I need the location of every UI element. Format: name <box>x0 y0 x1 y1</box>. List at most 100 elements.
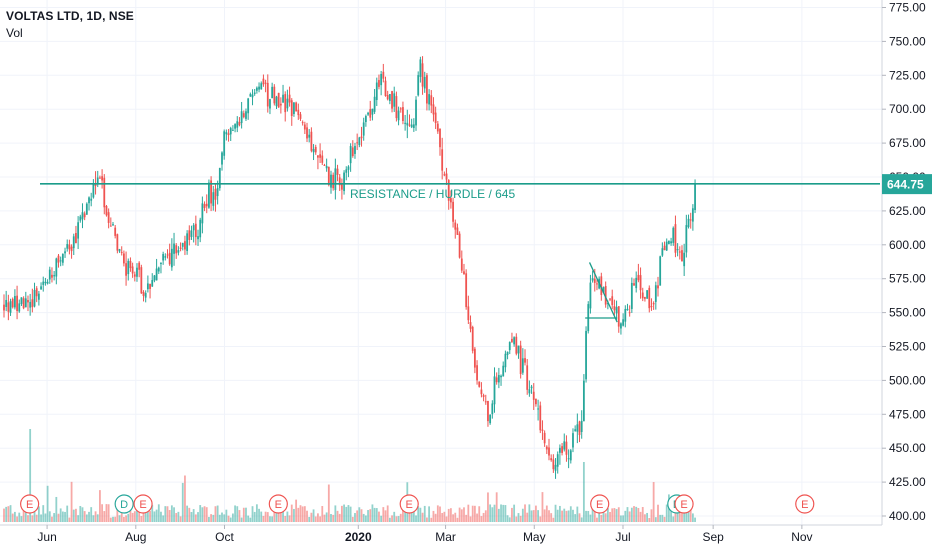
candle-body <box>439 128 441 148</box>
candle-body <box>565 441 568 455</box>
candle-body <box>181 242 184 247</box>
candle-body <box>349 146 352 164</box>
dividend-event-icon[interactable]: D <box>114 494 134 514</box>
volume-bar <box>273 507 276 522</box>
price-axis[interactable]: 775.00750.00725.00700.00675.00650.00625.… <box>881 0 932 525</box>
earnings-event-icon[interactable]: E <box>399 494 419 514</box>
volume-bar <box>14 511 16 522</box>
volume-bar <box>223 514 226 522</box>
candle-body <box>162 254 165 261</box>
candle-body <box>380 74 383 86</box>
drawings[interactable]: RESISTANCE / HURDLE / 645 <box>40 182 880 323</box>
candle-body <box>306 127 308 139</box>
time-axis[interactable]: Jun Aug Oct 2020 Mar May Jul Sep Nov <box>0 524 882 544</box>
symbol-title[interactable]: VOLTAS LTD, 1D, NSE <box>6 9 134 23</box>
volume-bar <box>665 504 668 522</box>
volume-bar <box>173 507 175 522</box>
volume-bar <box>532 510 535 522</box>
volume-bar <box>550 513 553 522</box>
volume-bars <box>3 429 696 522</box>
volume-bar <box>258 508 260 522</box>
volume-bar <box>582 462 585 522</box>
volume-bar <box>133 511 136 522</box>
volume-bar <box>421 512 424 522</box>
earnings-event-icon[interactable]: E <box>590 494 610 514</box>
volume-bar <box>103 511 106 522</box>
volume-bar <box>33 504 36 522</box>
volume-bar <box>436 505 439 522</box>
volume-bar <box>85 514 88 522</box>
volume-bar <box>441 512 444 522</box>
earnings-event-icon[interactable]: E <box>795 494 815 514</box>
volume-bar <box>484 510 487 522</box>
volume-bar <box>360 509 363 522</box>
volume-bar <box>543 509 546 522</box>
candle-body <box>463 271 465 275</box>
candle-body <box>654 285 657 302</box>
volume-bar <box>212 514 215 522</box>
volume-bar <box>460 509 463 522</box>
candle-body <box>286 98 289 109</box>
candle-body <box>585 330 587 380</box>
volume-bar <box>591 504 594 522</box>
earnings-event-icon[interactable]: E <box>268 494 288 514</box>
event-markers[interactable]: EDEEEEDEE <box>20 494 815 514</box>
time-tick-label: Mar <box>435 530 456 544</box>
price-tick-label: 400.00 <box>889 509 926 523</box>
volume-bar <box>277 505 280 522</box>
volume-bar <box>408 510 411 522</box>
volume-bar <box>554 504 557 522</box>
candle-body <box>312 148 315 153</box>
candle-body <box>164 256 167 258</box>
candle-body <box>458 233 461 258</box>
volume-bar <box>384 510 387 522</box>
volume-bar <box>48 511 51 522</box>
volume-label[interactable]: Vol <box>6 26 23 40</box>
candle-body <box>371 108 374 115</box>
candle-body <box>644 297 646 299</box>
candle-body <box>266 82 269 107</box>
candle-body <box>201 203 204 224</box>
candle-body <box>469 322 472 329</box>
event-circle <box>133 494 153 514</box>
candle-body <box>199 219 202 238</box>
candle-body <box>609 298 611 300</box>
volume-bar <box>336 510 339 522</box>
candle-body <box>127 260 130 275</box>
candle-body <box>297 109 300 116</box>
volume-bar <box>194 514 197 522</box>
candle-body <box>460 258 463 271</box>
volume-bar <box>323 514 326 522</box>
volume-bar <box>469 516 472 522</box>
volume-bar <box>657 504 659 522</box>
candle-body <box>611 296 614 306</box>
volume-bar <box>90 507 93 522</box>
candle-body <box>149 283 151 289</box>
candle-body <box>334 168 337 191</box>
volume-bar <box>548 510 550 522</box>
volume-bar <box>253 511 256 522</box>
volume-bar <box>42 505 45 522</box>
volume-bar <box>338 513 341 522</box>
volume-bar <box>214 506 217 522</box>
earnings-event-icon[interactable]: E <box>674 494 694 514</box>
trendline <box>588 262 618 323</box>
earnings-event-icon[interactable]: E <box>20 494 40 514</box>
volume-bar <box>654 517 657 522</box>
last-price-badge <box>882 174 932 195</box>
earnings-event-icon[interactable]: E <box>133 494 153 514</box>
candle-body <box>317 155 319 158</box>
candle-body <box>114 227 117 236</box>
candle-body <box>596 283 598 285</box>
volume-bar <box>513 504 516 522</box>
candle-body <box>652 302 655 305</box>
candle-body <box>293 102 295 114</box>
volume-bar <box>467 504 470 522</box>
event-letter: E <box>139 499 146 511</box>
volume-bar <box>351 516 354 522</box>
volume-bar <box>480 516 483 522</box>
volume-bar <box>650 509 653 522</box>
volume-bar <box>123 516 125 522</box>
candle-body <box>232 129 234 131</box>
